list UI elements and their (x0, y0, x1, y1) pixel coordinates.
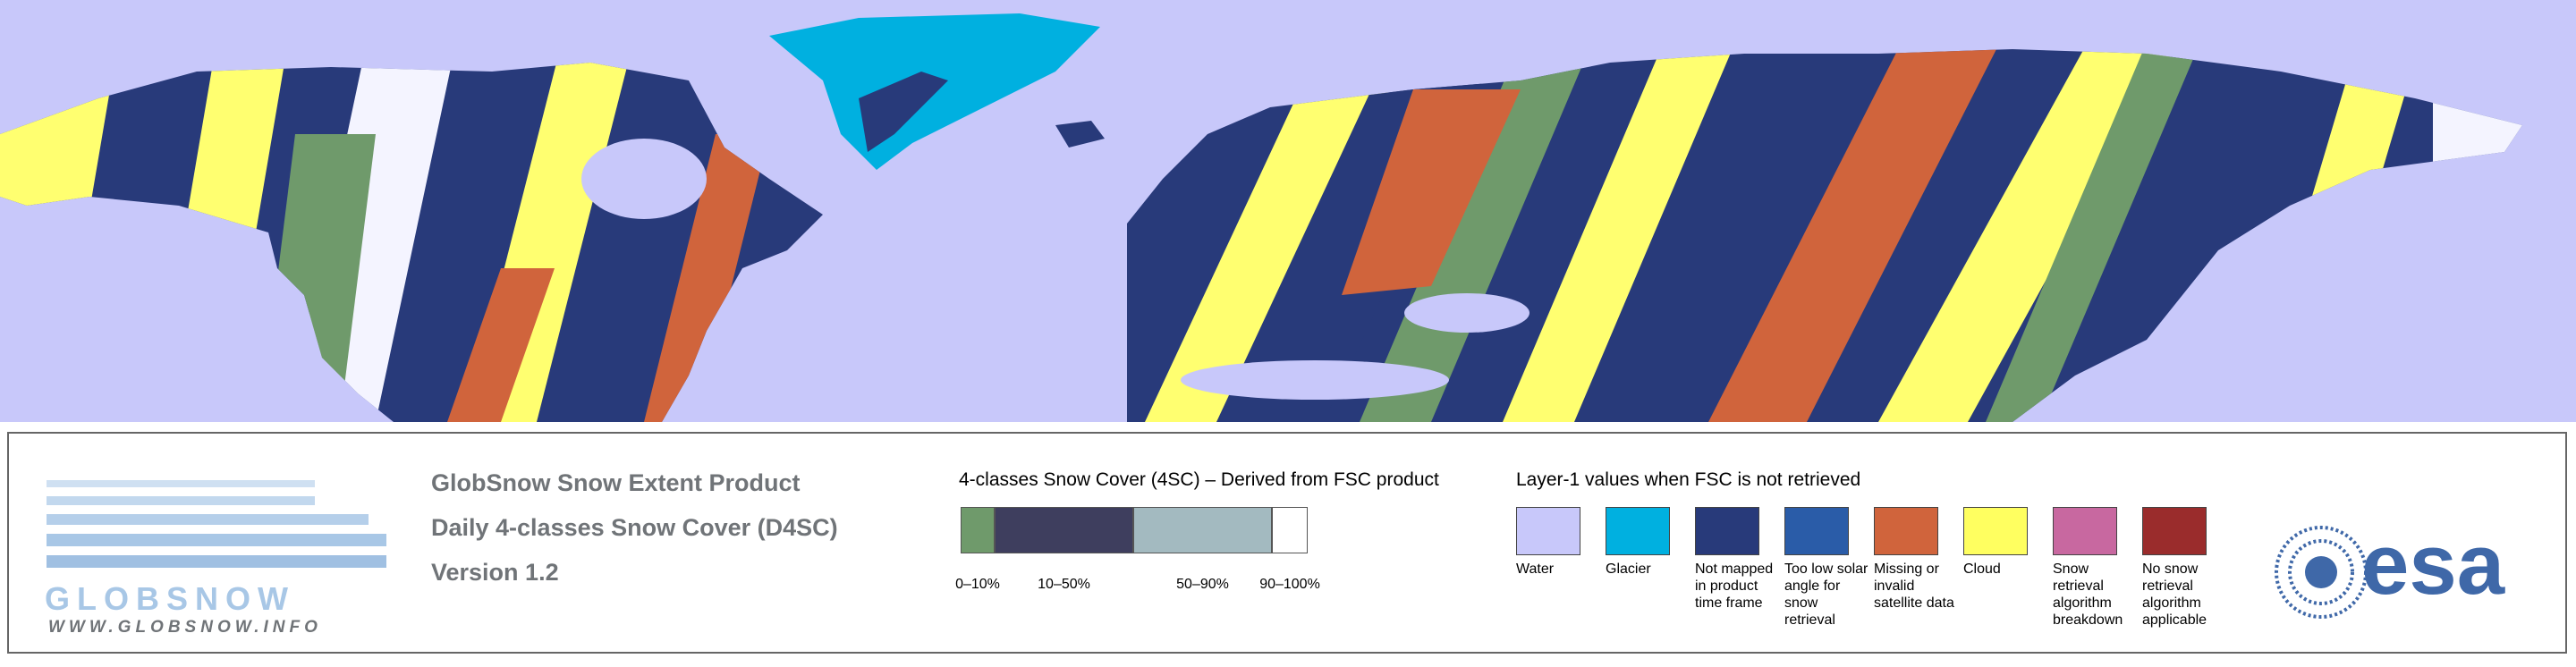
product-line: GlobSnow Snow Extent Product (431, 469, 801, 496)
scale-swatch (995, 507, 1133, 553)
logo-url: WWW.GLOBSNOW.INFO (48, 618, 322, 637)
scale-title: 4-classes Snow Cover (4SC) – Derived fro… (959, 469, 1439, 490)
scale-label: 90–100% (1259, 577, 1320, 592)
legend-swatch (2053, 507, 2117, 555)
legend-swatch (1963, 507, 2028, 555)
mediterranean (1181, 360, 1449, 400)
legend-swatch (1695, 507, 1759, 555)
globsnow-logo: GLOBSNOW WWW.GLOBSNOW.INFO (36, 448, 402, 637)
legend-label: Snow retrieval algorithm breakdown (2053, 561, 2123, 628)
layer1-title: Layer-1 values when FSC is not retrieved (1516, 469, 1861, 490)
esa-logo: esa (2272, 517, 2540, 621)
legend-panel: GLOBSNOW WWW.GLOBSNOW.INFO GlobSnow Snow… (7, 432, 2567, 654)
legend-label: No snow retrieval algorithm applicable (2142, 561, 2207, 628)
legend-swatch (1784, 507, 1849, 555)
legend-swatch (1874, 507, 1938, 555)
product-line: Daily 4-classes Snow Cover (D4SC) (431, 514, 838, 541)
legend-label: Too low solar angle for snow retrieval (1784, 561, 1868, 628)
product-line: Version 1.2 (431, 559, 559, 586)
snow-map (0, 0, 2576, 422)
scale-label: 10–50% (1038, 577, 1090, 592)
scale-label: 50–90% (1176, 577, 1229, 592)
logo-name: GLOBSNOW (45, 580, 295, 617)
legend-swatch (1606, 507, 1670, 555)
hudson-bay (581, 139, 707, 219)
legend-label: Not mapped in product time frame (1695, 561, 1774, 611)
legend-label: Cloud (1963, 561, 2001, 577)
iceland (1055, 121, 1105, 148)
legend-label: Missing or invalid satellite data (1874, 561, 1954, 611)
scale-swatch (961, 507, 995, 553)
esa-emblem (2275, 526, 2368, 619)
esa-text: esa (2361, 517, 2505, 612)
black-sea (1404, 293, 1530, 333)
scale-label: 0–10% (955, 577, 1000, 592)
legend-swatch (2142, 507, 2207, 555)
legend-label: Water (1516, 561, 1555, 577)
scale-swatch (1133, 507, 1272, 553)
greenland-unmapped (859, 72, 948, 152)
legend-label: Glacier (1606, 561, 1651, 577)
legend-swatch (1516, 507, 1580, 555)
scale-swatch (1272, 507, 1308, 553)
